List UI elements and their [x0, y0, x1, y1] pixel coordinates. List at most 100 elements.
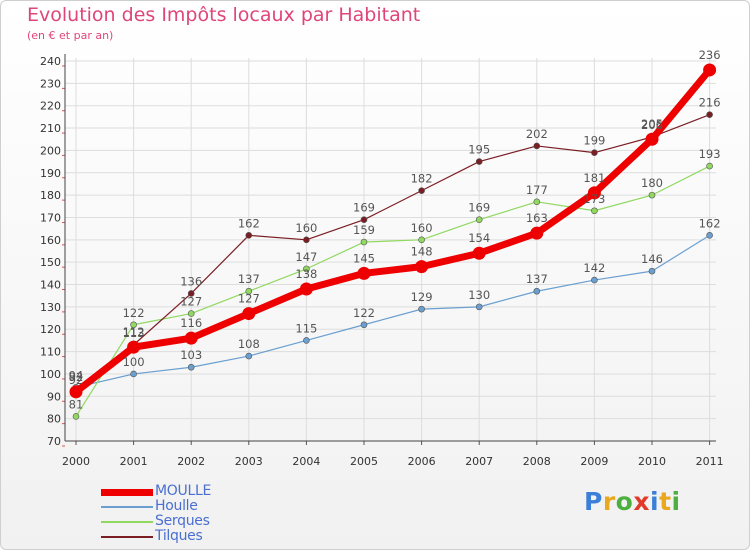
- legend-label: Houlle: [155, 498, 198, 514]
- data-point-moulle: [242, 307, 256, 321]
- data-label-serques: 160: [411, 221, 433, 235]
- data-point-serques: [187, 310, 195, 317]
- data-point-houlle: [533, 287, 541, 295]
- y-tick-label: 110: [40, 346, 61, 359]
- data-label-moulle: 205: [641, 117, 663, 131]
- data-label-serques: 137: [238, 272, 260, 286]
- data-label-houlle: 142: [583, 261, 605, 275]
- y-tick-label: 90: [47, 390, 61, 403]
- data-label-houlle: 122: [353, 306, 375, 320]
- series-line-houlle: [75, 234, 711, 388]
- data-label-tilques: 195: [468, 143, 490, 157]
- data-point-serques: [533, 198, 541, 206]
- data-label-serques: 147: [295, 250, 317, 264]
- data-point-serques: [591, 207, 598, 215]
- y-tick-label: 140: [40, 279, 61, 292]
- data-label-houlle: 94: [69, 368, 84, 382]
- y-tick-label: 130: [40, 301, 61, 314]
- logo-letter: o: [615, 487, 634, 516]
- data-label-serques: 122: [123, 306, 145, 320]
- data-point-serques: [648, 191, 656, 199]
- data-point-moulle: [127, 340, 141, 354]
- data-point-houlle: [187, 363, 195, 371]
- data-label-houlle: 130: [468, 288, 490, 302]
- data-label-serques: 193: [699, 147, 721, 161]
- data-label-moulle: 236: [699, 48, 721, 62]
- data-point-serques: [360, 238, 368, 246]
- x-tick-label: 2007: [465, 455, 493, 468]
- data-point-serques: [706, 162, 713, 170]
- y-tick-label: 220: [40, 100, 61, 113]
- data-point-tilques: [245, 232, 253, 239]
- legend-item-houlle: Houlle: [101, 498, 301, 515]
- data-point-tilques: [533, 142, 541, 150]
- data-label-tilques: 202: [526, 127, 548, 141]
- data-label-moulle: 138: [295, 267, 317, 281]
- data-point-tilques: [475, 158, 483, 165]
- data-point-houlle: [303, 337, 310, 344]
- chart-subtitle: (en € et par an): [27, 29, 114, 42]
- data-label-moulle: 127: [238, 292, 260, 306]
- grid-lines: [65, 58, 716, 442]
- data-point-houlle: [360, 321, 368, 329]
- y-tick-label: 100: [40, 368, 61, 381]
- data-label-houlle: 146: [641, 252, 663, 266]
- data-point-tilques: [360, 216, 368, 224]
- proxiti-logo: Proxiti: [584, 487, 681, 516]
- x-tick-label: 2000: [62, 455, 90, 468]
- data-label-houlle: 162: [699, 216, 721, 230]
- data-point-tilques: [706, 111, 713, 118]
- legend-swatch: [101, 506, 153, 508]
- data-point-houlle: [245, 352, 253, 360]
- legend-item-moulle: MOULLE: [101, 483, 301, 500]
- x-tick-label: 2004: [292, 455, 320, 468]
- data-label-serques: 177: [526, 183, 548, 197]
- logo-letter: i: [671, 487, 681, 516]
- logo-letter: i: [650, 487, 660, 516]
- x-tick-label: 2002: [177, 455, 205, 468]
- data-point-houlle: [418, 305, 425, 313]
- data-label-serques: 180: [641, 176, 663, 190]
- data-point-serques: [245, 287, 253, 295]
- series-line-tilques: [75, 114, 711, 393]
- data-label-tilques: 162: [238, 216, 260, 230]
- data-label-houlle: 100: [123, 355, 145, 369]
- data-point-moulle: [703, 63, 717, 77]
- y-tick-label: 200: [40, 144, 61, 157]
- data-label-serques: 159: [353, 223, 375, 237]
- data-point-tilques: [591, 149, 598, 156]
- legend-item-tilques: Tilques: [101, 528, 301, 545]
- data-label-moulle: 112: [123, 325, 145, 339]
- data-point-moulle: [415, 260, 429, 274]
- data-label-serques: 173: [583, 192, 605, 206]
- axes: 7080901001101201301401501601701801902002…: [40, 54, 724, 468]
- data-label-tilques: 199: [583, 134, 605, 148]
- data-label-houlle: 115: [295, 321, 317, 335]
- data-point-moulle: [587, 186, 601, 200]
- data-label-tilques: 169: [353, 201, 375, 215]
- x-tick-label: 2009: [580, 455, 608, 468]
- data-point-moulle: [645, 132, 659, 146]
- series-line-serques: [75, 165, 711, 418]
- y-tick-label: 160: [40, 234, 61, 247]
- data-label-tilques: 206: [641, 118, 663, 132]
- data-point-moulle: [357, 266, 371, 280]
- y-tick-label: 170: [40, 211, 61, 224]
- data-point-moulle: [299, 282, 313, 296]
- data-label-moulle: 154: [468, 231, 490, 245]
- data-point-serques: [418, 236, 425, 244]
- data-label-moulle: 116: [180, 316, 202, 330]
- logo-letter: r: [602, 487, 616, 516]
- data-label-houlle: 108: [238, 337, 260, 351]
- data-label-houlle: 129: [411, 290, 433, 304]
- legend-label: Tilques: [155, 528, 203, 544]
- data-point-houlle: [648, 267, 656, 275]
- data-label-houlle: 103: [180, 348, 202, 362]
- data-label-tilques: 113: [123, 326, 145, 340]
- y-tick-label: 180: [40, 189, 61, 202]
- data-label-serques: 127: [180, 295, 202, 309]
- data-label-tilques: 182: [411, 172, 433, 186]
- y-tick-label: 190: [40, 167, 61, 180]
- legend-item-serques: Serques: [101, 513, 301, 530]
